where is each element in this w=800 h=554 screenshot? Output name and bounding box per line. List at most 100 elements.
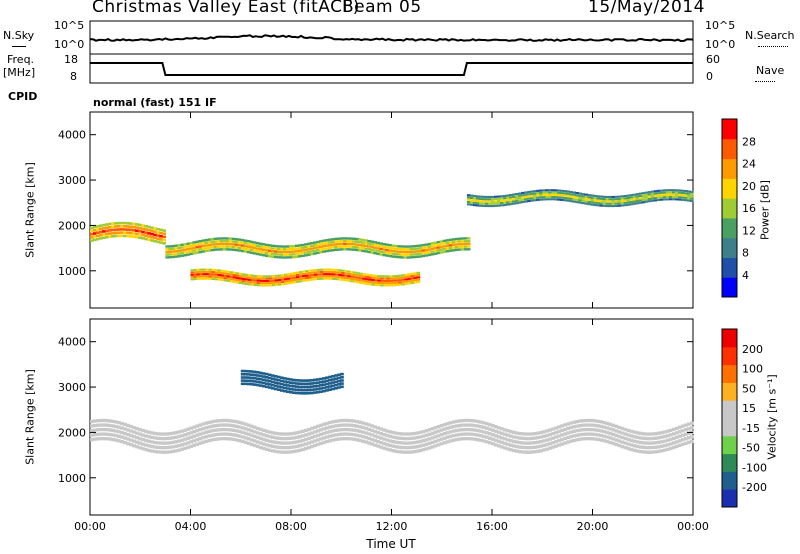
heatmap-cell — [252, 434, 257, 438]
heatmap-cell — [210, 243, 215, 246]
heatmap-cell — [509, 439, 513, 443]
heatmap-cell — [659, 435, 664, 439]
heatmap-cell — [135, 440, 139, 444]
heatmap-cell — [96, 423, 100, 427]
heatmap-cell — [190, 271, 195, 274]
colorbar-swatch — [722, 138, 737, 160]
heatmap-cell — [536, 436, 540, 440]
heatmap-cell — [276, 382, 281, 385]
heatmap-cell — [138, 226, 142, 230]
heatmap-cell — [376, 440, 380, 444]
heatmap-cell — [451, 246, 456, 249]
heatmap-cell — [298, 430, 302, 434]
heatmap-cell — [424, 442, 429, 446]
heatmap-cell — [398, 281, 403, 284]
heatmap-cell — [337, 376, 341, 380]
heatmap-cell — [186, 242, 191, 245]
heatmap-cell — [539, 191, 543, 194]
heatmap-cell — [416, 278, 421, 281]
heatmap-cell — [620, 435, 625, 440]
heatmap-cell — [356, 274, 360, 277]
heatmap-cell — [500, 204, 504, 207]
heatmap-cell — [316, 429, 320, 433]
heatmap-cell — [277, 276, 282, 279]
colorbar-swatch — [722, 400, 737, 419]
heatmap-cell — [373, 249, 377, 252]
heatmap-cell — [340, 423, 344, 427]
heatmap-cell — [376, 444, 380, 448]
heatmap-cell — [284, 273, 288, 276]
heatmap-cell — [264, 382, 269, 385]
heatmap-cell — [314, 278, 318, 281]
heatmap-cell — [376, 241, 380, 245]
heatmap-cell — [114, 438, 118, 442]
heatmap-cell — [690, 421, 694, 425]
heatmap-cell — [448, 425, 453, 429]
heatmap-cell — [273, 244, 278, 248]
heatmap-cell — [159, 235, 163, 238]
heatmap-cell — [527, 450, 531, 454]
heatmap-cell — [638, 197, 643, 200]
heatmap-cell — [350, 273, 354, 276]
heatmap-cell — [255, 431, 260, 435]
heatmap-cell — [99, 227, 103, 231]
heatmap-cell — [241, 277, 246, 280]
heatmap-cell — [237, 238, 242, 241]
heatmap-cell — [355, 429, 359, 433]
heatmap-cell — [368, 278, 372, 281]
heatmap-cell — [295, 252, 299, 256]
heatmap-cell — [367, 427, 371, 432]
heatmap-cell — [412, 450, 417, 454]
heatmap-cell — [317, 271, 321, 274]
heatmap-cell — [102, 427, 106, 432]
heatmap-cell — [302, 279, 306, 282]
heatmap-cell — [671, 432, 676, 436]
heatmap-cell — [346, 427, 350, 432]
heatmap-cell — [313, 443, 317, 448]
heatmap-cell — [264, 385, 269, 389]
heatmap-cell — [394, 431, 399, 435]
heatmap-cell — [290, 274, 294, 277]
heatmap-cell — [102, 432, 106, 436]
heatmap-cell — [394, 436, 399, 440]
heatmap-cell — [267, 244, 272, 247]
heatmap-cell — [662, 444, 667, 448]
heatmap-cell — [629, 200, 634, 203]
heatmap-cell — [198, 245, 203, 248]
heatmap-cell — [521, 432, 525, 436]
heatmap-cell — [530, 190, 534, 193]
heatmap-cell — [325, 435, 329, 439]
heatmap-cell — [617, 425, 622, 430]
heatmap-cell — [563, 194, 567, 197]
heatmap-cell — [261, 254, 266, 257]
heatmap-cell — [271, 279, 276, 282]
heatmap-cell — [246, 428, 251, 432]
heatmap-cell — [246, 242, 251, 246]
heatmap-cell — [647, 441, 652, 445]
heatmap-cell — [335, 275, 339, 278]
heatmap-cell — [418, 435, 423, 439]
velocity-panel-frame — [89, 318, 694, 516]
heatmap-cell — [587, 437, 592, 441]
heatmap-cell — [623, 195, 628, 198]
heatmap-cell — [213, 240, 218, 243]
heatmap-cell — [596, 424, 601, 428]
heatmap-cell — [410, 275, 415, 278]
heatmap-cell — [346, 245, 350, 248]
heatmap-cell — [373, 429, 377, 434]
heatmap-cell — [509, 430, 513, 434]
heatmap-cell — [323, 268, 327, 271]
heatmap-cell — [494, 434, 498, 438]
heatmap-cell — [264, 246, 269, 249]
heatmap-cell — [491, 424, 495, 428]
heatmap-cell — [93, 229, 97, 232]
heatmap-cell — [632, 430, 637, 434]
heatmap-cell — [258, 253, 263, 256]
heatmap-cell — [255, 383, 260, 387]
heatmap-cell — [111, 225, 115, 229]
colorbar-tick-label: 12 — [742, 224, 756, 237]
heatmap-cell — [359, 275, 363, 278]
y-tick-label: 4000 — [58, 129, 86, 142]
heatmap-cell — [684, 194, 688, 197]
heatmap-cell — [201, 427, 206, 431]
